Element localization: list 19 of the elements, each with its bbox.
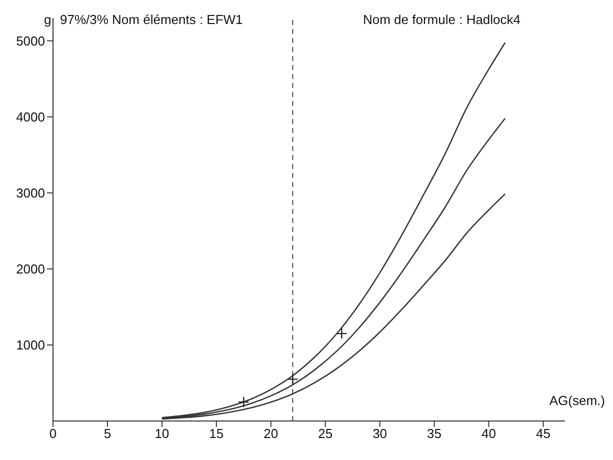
x-tick-label: 35: [427, 426, 442, 442]
y-tick-label: 3000: [16, 186, 45, 200]
x-tick-label: 5: [104, 426, 112, 442]
y-axis-title: g: [44, 12, 52, 27]
x-tick-label: 45: [536, 426, 550, 442]
y-tick-label: 5000: [16, 33, 45, 48]
y-tick-label: 1000: [16, 338, 45, 353]
x-tick-label: 10: [154, 426, 170, 442]
y-tick-label: 4000: [16, 109, 45, 124]
x-axis-title: AG(sem.): [549, 393, 605, 408]
y-tick-label: 2000: [16, 262, 45, 277]
x-tick-label: 40: [482, 426, 496, 442]
chart-subtitle: Nom de formule : Hadlock4: [363, 12, 521, 27]
x-tick-label: 0: [49, 426, 57, 442]
chart-title: 97%/3% Nom éléments : EFW1: [60, 12, 243, 27]
x-tick-label: 20: [264, 426, 278, 442]
x-tick-label: 30: [372, 426, 388, 442]
x-tick-label: 15: [209, 426, 224, 442]
x-tick-label: 25: [318, 426, 333, 442]
